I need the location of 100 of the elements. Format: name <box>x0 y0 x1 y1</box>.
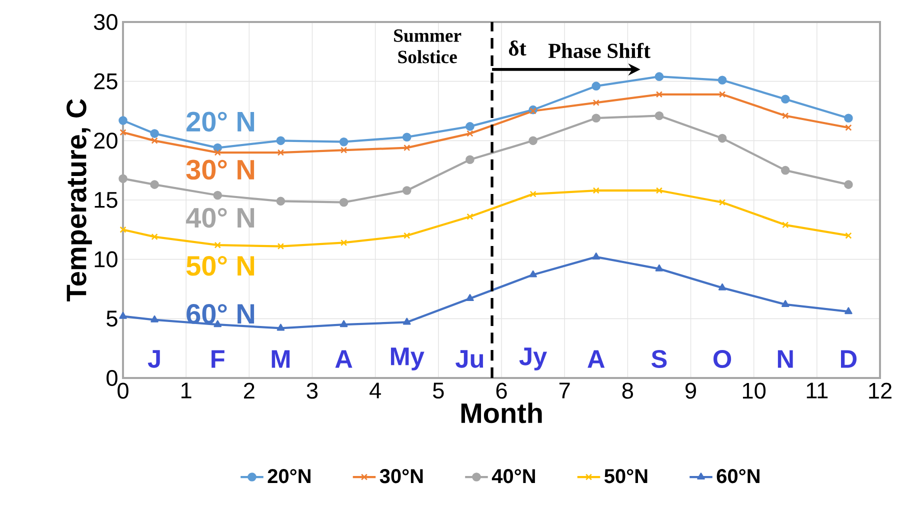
point <box>466 294 474 302</box>
annotation: 40° N <box>186 208 254 228</box>
annotation: 30° N <box>186 160 254 180</box>
point <box>780 166 790 175</box>
annotation: 20° N <box>186 112 254 132</box>
point <box>530 108 536 114</box>
point <box>339 137 348 146</box>
point <box>150 129 159 138</box>
point <box>150 315 158 322</box>
point <box>654 72 664 81</box>
point <box>120 129 126 136</box>
point <box>340 320 348 328</box>
y-tick-label: 10 <box>94 251 118 268</box>
point <box>782 222 789 228</box>
point <box>120 226 126 233</box>
point <box>782 112 789 120</box>
point <box>655 264 664 272</box>
annotation: δt <box>508 40 526 56</box>
x-tick-label: 3 <box>306 382 318 399</box>
x-tick-label: 9 <box>686 382 696 399</box>
legend-label: 50°N <box>604 469 648 484</box>
point <box>656 91 663 98</box>
point <box>780 94 790 104</box>
annotation: M <box>272 350 290 368</box>
annotation: J <box>148 350 160 368</box>
point <box>402 186 412 195</box>
point <box>466 130 474 137</box>
x-tick-label: 5 <box>433 382 444 399</box>
annotation: Phase Shift <box>548 42 650 58</box>
point <box>339 198 348 207</box>
point <box>845 232 852 239</box>
point <box>466 122 474 131</box>
point <box>466 155 474 164</box>
point <box>844 114 853 123</box>
annotation: A <box>588 350 605 368</box>
point <box>592 252 600 260</box>
ref-line-label: Summer Solstice <box>394 29 462 64</box>
legend-label: 40°N <box>492 469 535 484</box>
point <box>277 149 284 156</box>
annotation: F <box>212 350 224 368</box>
point <box>340 239 348 246</box>
point <box>119 312 127 319</box>
point <box>340 146 348 154</box>
annotation: 50° N <box>186 256 254 276</box>
annotation: 60° N <box>186 304 254 324</box>
y-tick-label: 5 <box>106 310 118 327</box>
legend-label: 20°N <box>268 469 310 484</box>
point <box>214 242 221 248</box>
point <box>654 111 664 120</box>
x-tick-label: 7 <box>559 382 570 398</box>
y-tick-label: 15 <box>94 192 118 208</box>
annotation: Jy <box>519 348 547 370</box>
point <box>402 318 411 325</box>
point <box>529 270 537 278</box>
point <box>844 307 852 314</box>
point <box>276 324 285 331</box>
point <box>528 136 538 146</box>
legend-label: 30°N <box>380 469 423 484</box>
point <box>118 116 128 125</box>
y-tick-label: 0 <box>106 370 118 386</box>
x-tick-label: 10 <box>742 382 766 399</box>
annotation: S <box>651 350 667 368</box>
point <box>213 190 222 200</box>
point <box>718 76 727 85</box>
point <box>592 187 600 194</box>
x-axis-title: Month <box>461 402 542 424</box>
point <box>404 144 410 152</box>
point <box>276 136 286 146</box>
x-tick-label: 6 <box>496 382 507 399</box>
y-tick-label: 30 <box>94 14 118 30</box>
point <box>466 213 474 220</box>
y-axis-title: Temperature, C <box>66 99 92 302</box>
y-tick-label: 20 <box>94 132 118 149</box>
point <box>402 132 412 142</box>
annotation: My <box>390 348 424 370</box>
point <box>150 180 159 189</box>
point <box>718 91 726 98</box>
x-tick-label: 1 <box>182 382 192 398</box>
point <box>718 199 726 206</box>
annotation: N <box>778 350 793 368</box>
point <box>404 232 410 239</box>
point <box>656 187 663 194</box>
point <box>781 300 790 307</box>
point <box>592 99 600 106</box>
point <box>530 190 536 198</box>
x-tick-label: 12 <box>869 382 892 399</box>
annotation: O <box>713 350 732 368</box>
x-tick-label: 0 <box>118 382 128 399</box>
annotation: A <box>335 350 352 368</box>
point <box>277 242 284 250</box>
point <box>844 180 853 189</box>
point <box>118 174 128 184</box>
x-tick-label: 4 <box>370 382 381 398</box>
point <box>276 196 286 206</box>
x-tick-label: 8 <box>622 382 633 399</box>
point <box>151 233 158 240</box>
annotation: Ju <box>456 350 484 368</box>
point <box>718 134 727 143</box>
legend-label: 60°N <box>716 469 760 484</box>
x-tick-label: 2 <box>244 382 254 399</box>
